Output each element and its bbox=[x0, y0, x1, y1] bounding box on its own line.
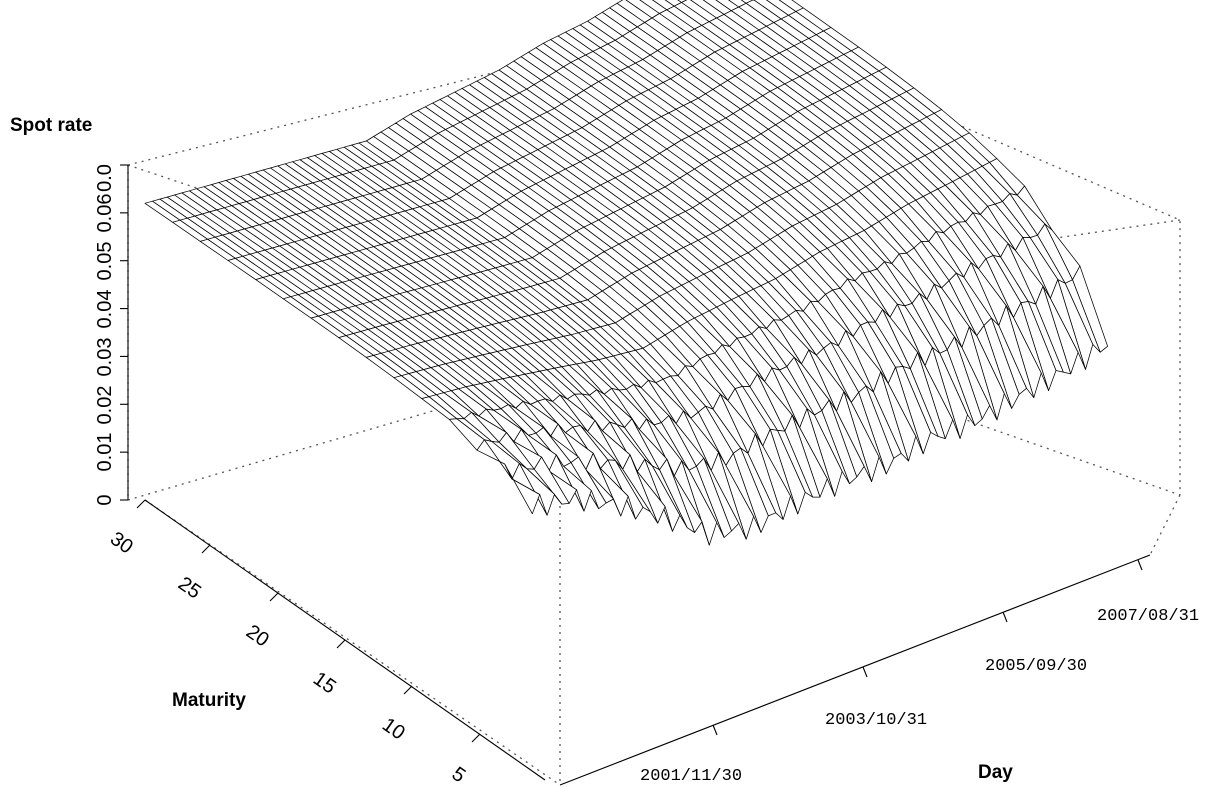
z-tick-label-4: 0.04 bbox=[94, 290, 116, 329]
day-tick-label-0: 2001/11/30 bbox=[640, 767, 742, 786]
maturity-tick-label-3: 15 bbox=[309, 668, 340, 699]
z-tick-label-5: 0.05 bbox=[94, 242, 116, 281]
day-tick-label-2: 2005/09/30 bbox=[985, 657, 1087, 676]
maturity-tick-label-1: 25 bbox=[174, 573, 205, 604]
surface-facet bbox=[504, 463, 541, 515]
maturity-axis: 30 25 20 15 10 5 bbox=[106, 499, 546, 787]
z-tick-label-3: 0.03 bbox=[94, 338, 116, 377]
day-tick-label-1: 2003/10/31 bbox=[825, 711, 927, 730]
maturity-tick-label-5: 5 bbox=[448, 763, 470, 787]
z-tick-label-0: 0 bbox=[94, 494, 116, 505]
maturity-axis-label: Maturity bbox=[172, 690, 246, 711]
surface-mesh bbox=[144, 0, 1108, 546]
surface-facet bbox=[740, 0, 754, 4]
z-tick-label-1: 0.01 bbox=[94, 433, 116, 472]
day-axis-label: Day bbox=[978, 762, 1013, 783]
maturity-tick-label-0: 30 bbox=[106, 528, 137, 559]
maturity-tick-label-4: 10 bbox=[378, 714, 409, 745]
z-tick-label-2: 0.02 bbox=[94, 386, 116, 425]
day-axis: 2001/11/30 2003/10/31 2005/09/30 2007/08… bbox=[559, 554, 1199, 786]
z-axis: 0 0.01 0.02 0.03 0.04 0.05 0.06 0.0 bbox=[94, 164, 129, 506]
z-tick-label-7: 0.0 bbox=[94, 164, 116, 192]
day-tick-label-3: 2007/08/31 bbox=[1097, 607, 1199, 626]
z-tick-label-6: 0.06 bbox=[94, 194, 116, 233]
maturity-tick-label-2: 20 bbox=[242, 621, 273, 652]
surface-facet bbox=[677, 0, 688, 3]
z-axis-label: Spot rate bbox=[10, 115, 92, 136]
